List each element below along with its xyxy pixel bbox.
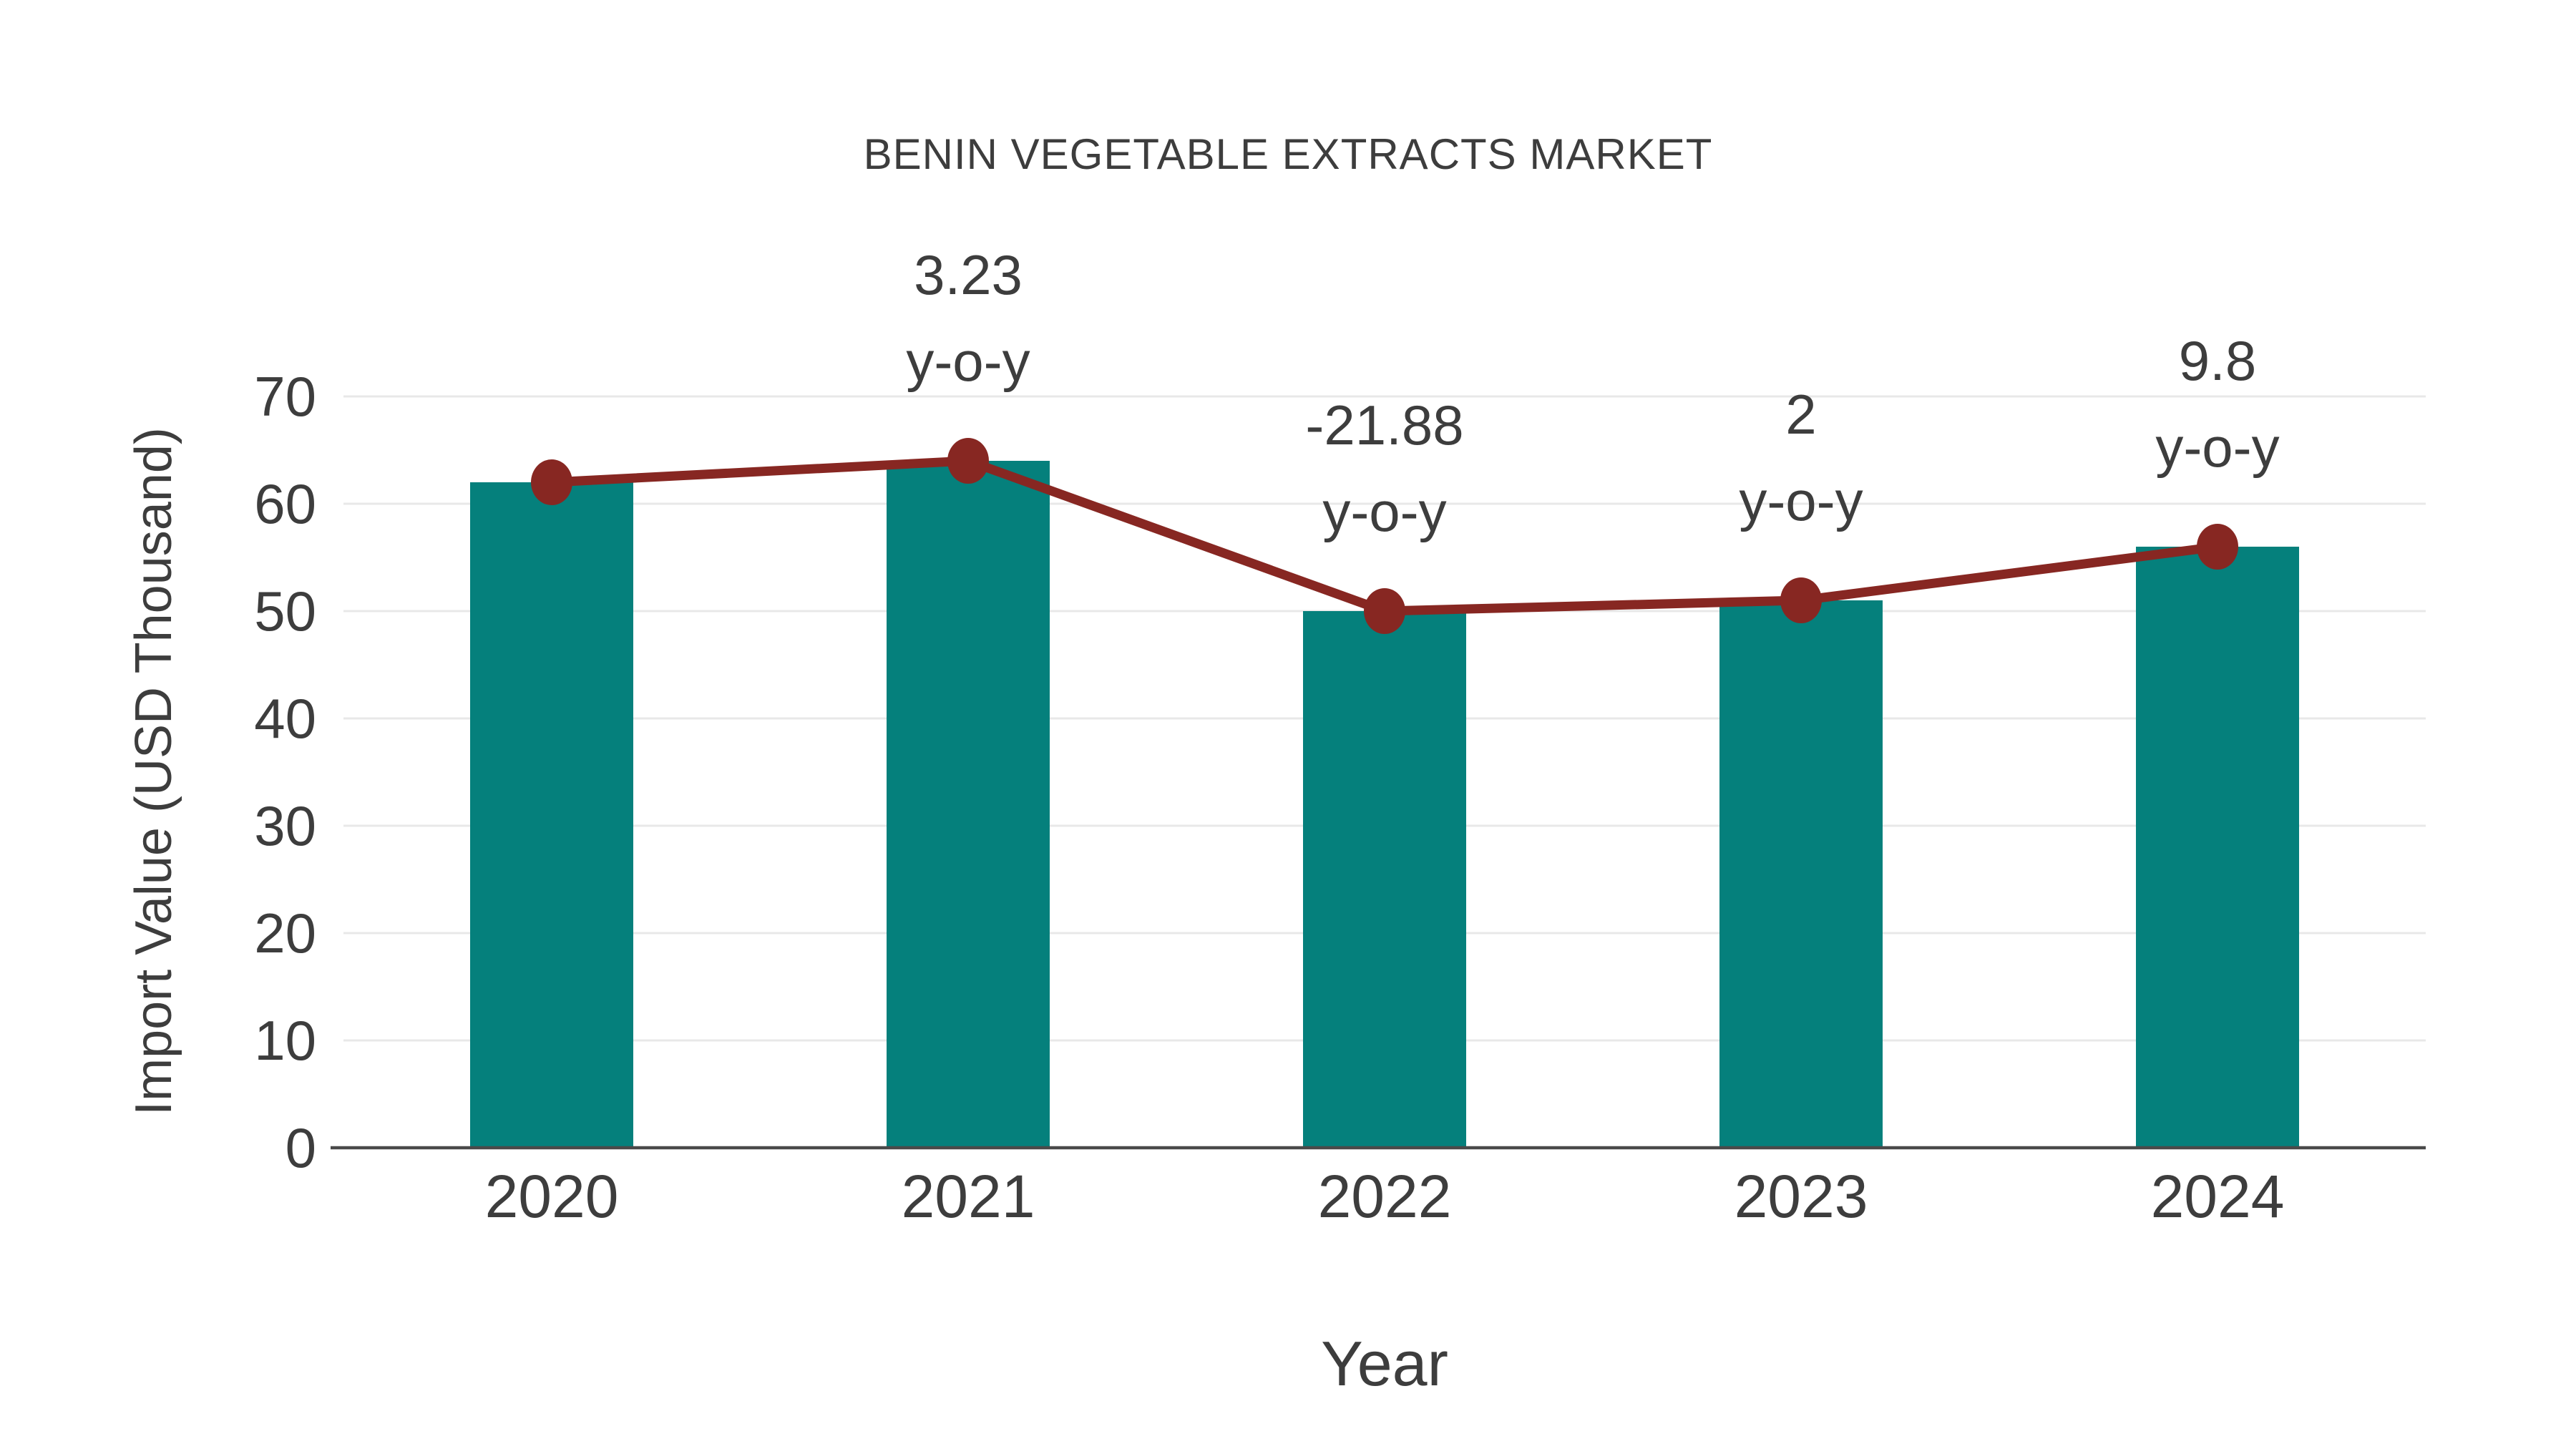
bar-2023 [1719,600,1883,1148]
y-tick-label-20: 20 [159,897,316,969]
x-tick-label-2021-line-1: 2021 [901,1163,1035,1230]
y-tick-label-60-line-1: 60 [254,472,316,535]
annotation-2023-line-2: y-o-y [1739,469,1863,532]
annotation-2021-line-1: 3.23 [914,243,1023,306]
x-tick-label-2023: 2023 [1735,1161,1868,1232]
line-marker-2021 [947,438,989,484]
y-tick-label-50-line-1: 50 [254,580,316,643]
y-tick-label-10-line-1: 10 [254,1009,316,1072]
x-tick-label-2020: 2020 [485,1161,619,1232]
y-tick-label-10: 10 [159,1005,316,1076]
annotation-2023-line-1: 2 [1785,383,1817,446]
annotation-2021: 3.23 y-o-y [906,232,1030,405]
y-tick-label-30-line-1: 30 [254,794,316,857]
y-tick-label-0-line-1: 0 [285,1116,316,1179]
x-tick-label-2024: 2024 [2151,1161,2285,1232]
bar-2020 [470,482,633,1148]
y-tick-label-40-line-1: 40 [254,687,316,750]
x-tick-label-2022: 2022 [1318,1161,1452,1232]
annotation-2022-line-2: y-o-y [1322,480,1447,543]
y-tick-label-0: 0 [159,1112,316,1184]
annotation-2023: 2 y-o-y [1739,371,1863,545]
x-axis-label: Year [1321,1328,1448,1399]
y-tick-label-70: 70 [159,361,316,432]
line-marker-2024 [2197,524,2238,570]
line-marker-2023 [1780,577,1822,623]
y-tick-label-40: 40 [159,683,316,754]
x-tick-label-2023-line-1: 2023 [1734,1163,1868,1230]
annotation-2024-line-1: 9.8 [2178,329,2257,392]
y-tick-label-70-line-1: 70 [254,365,316,428]
annotation-2022: -21.88 y-o-y [1305,382,1463,555]
bar-2021 [887,461,1050,1148]
chart-title: BENIN VEGETABLE EXTRACTS MARKET [863,130,1713,178]
bar-2022 [1303,611,1466,1148]
annotation-2024: 9.8 y-o-y [2155,318,2279,491]
y-tick-label-30: 30 [159,790,316,862]
x-tick-label-2020-line-1: 2020 [484,1163,619,1230]
annotation-2024-line-2: y-o-y [2155,416,2280,479]
line-marker-2020 [531,459,572,505]
x-tick-label-2022-line-1: 2022 [1317,1163,1452,1230]
x-tick-label-2024-line-1: 2024 [2150,1163,2285,1230]
x-tick-label-2021: 2021 [902,1161,1035,1232]
annotation-2021-line-2: y-o-y [906,330,1030,393]
y-tick-label-50: 50 [159,575,316,647]
line-marker-2022 [1364,588,1405,634]
y-tick-label-20-line-1: 20 [254,902,316,965]
annotation-2022-line-1: -21.88 [1305,394,1464,457]
y-tick-label-60: 60 [159,468,316,540]
bar-2024 [2136,547,2299,1148]
